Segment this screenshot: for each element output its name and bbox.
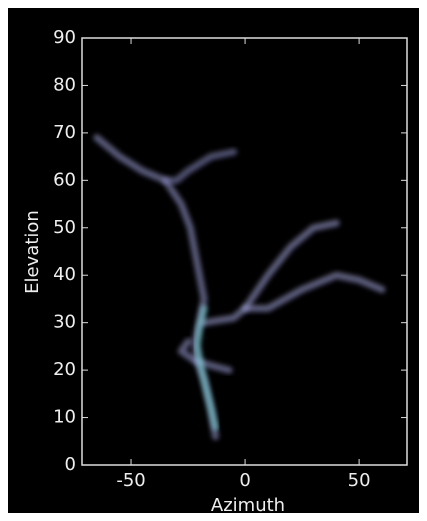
y-axis-label: Elevation xyxy=(22,210,43,294)
y-tick-label: 50 xyxy=(53,217,76,238)
y-tick-label: 0 xyxy=(65,454,76,475)
y-tick-label: 40 xyxy=(53,264,76,285)
y-tick-label: 60 xyxy=(53,169,76,190)
y-tick-label: 30 xyxy=(53,312,76,333)
y-tick-label: 10 xyxy=(53,407,76,428)
y-tick-label: 90 xyxy=(53,27,76,48)
x-tick-label: -50 xyxy=(116,470,145,491)
x-tick-label: 50 xyxy=(348,470,371,491)
x-tick-label: 0 xyxy=(239,470,250,491)
y-tick-label: 80 xyxy=(53,74,76,95)
x-axis-label: Azimuth xyxy=(211,495,285,516)
y-tick-label: 20 xyxy=(53,359,76,380)
y-tick-label: 70 xyxy=(53,122,76,143)
chart: Azimuth Elevation -50 0 50 0 10 20 30 40 50 60 70 8… xyxy=(0,0,427,521)
